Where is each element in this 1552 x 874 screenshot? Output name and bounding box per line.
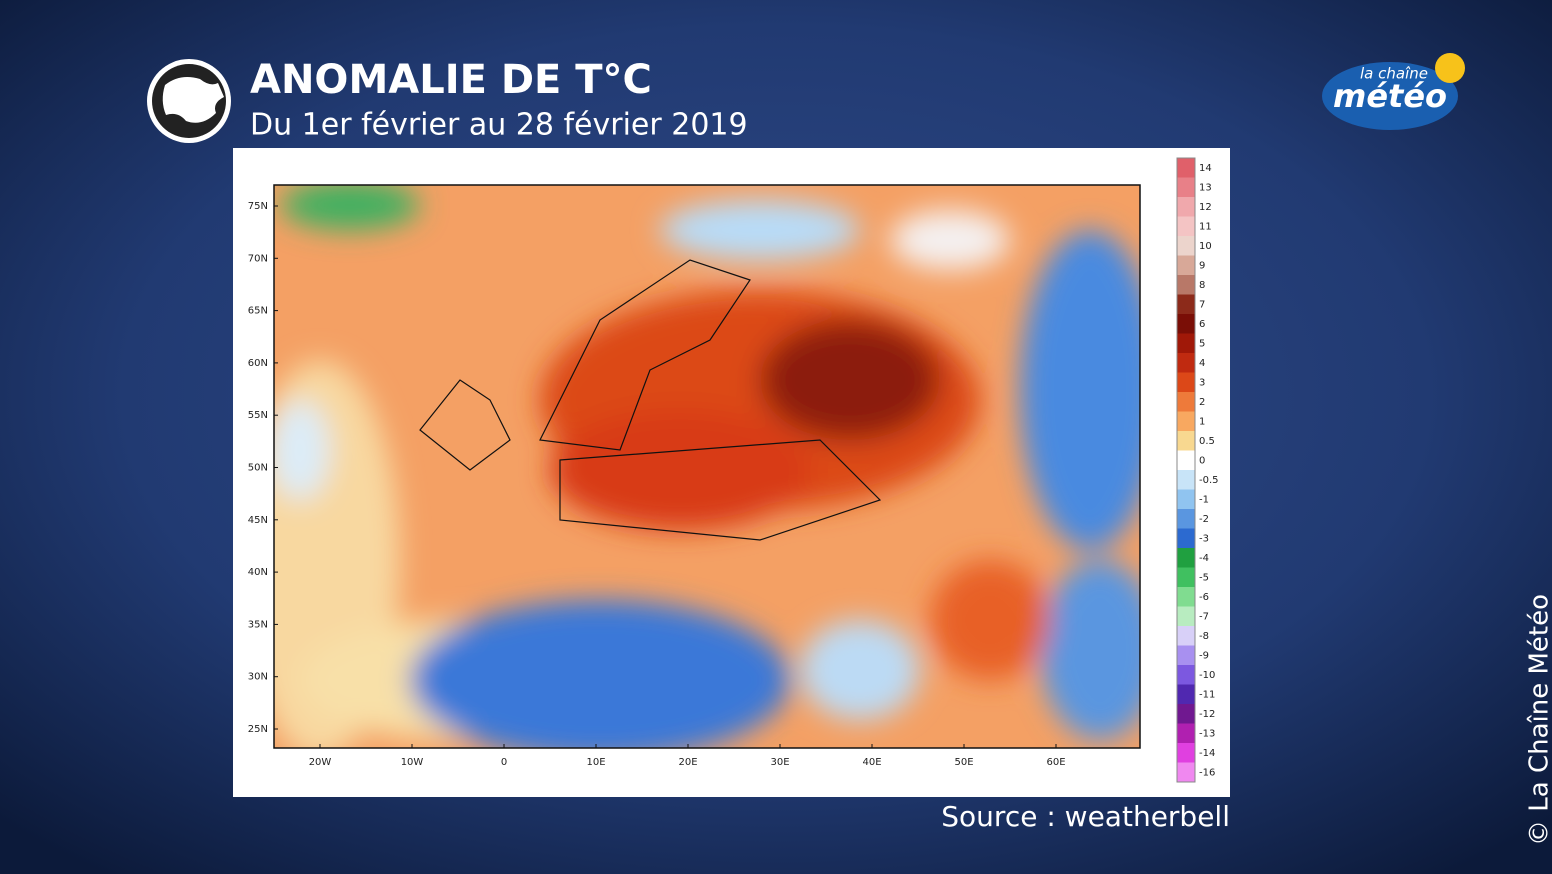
colorbar-segment <box>1177 509 1195 529</box>
colorbar-label: 1 <box>1199 416 1205 427</box>
colorbar-label: -8 <box>1199 631 1209 642</box>
colorbar-segment <box>1177 567 1195 588</box>
colorbar-label: 11 <box>1199 221 1212 232</box>
colorbar-segment <box>1177 158 1195 178</box>
colorbar-segment <box>1177 353 1195 373</box>
lat-label: 35N <box>248 619 268 630</box>
colorbar-label: -13 <box>1199 728 1215 739</box>
colorbar-label: -11 <box>1199 689 1215 700</box>
colorbar-label: 8 <box>1199 280 1205 291</box>
colorbar-label: 2 <box>1199 397 1205 408</box>
colorbar-segment <box>1177 587 1195 607</box>
lon-label: 20E <box>678 757 697 768</box>
colorbar-segment <box>1177 392 1195 412</box>
colorbar-segment <box>1177 275 1195 295</box>
colorbar-label: 0.5 <box>1199 436 1215 447</box>
globe-icon <box>147 59 231 143</box>
lat-label: 55N <box>248 410 268 421</box>
colorbar-label: -14 <box>1199 748 1215 759</box>
colorbar-label: -0.5 <box>1199 475 1219 486</box>
lon-label: 20W <box>309 757 332 768</box>
logo: la chaîne météo <box>1322 53 1465 130</box>
lat-label: 70N <box>248 253 268 264</box>
colorbar-label: -6 <box>1199 592 1209 603</box>
colorbar-segment <box>1177 236 1195 256</box>
lon-label: 60E <box>1046 757 1065 768</box>
lat-label: 65N <box>248 306 268 317</box>
colorbar-segment <box>1177 723 1195 744</box>
lon-label: 10W <box>401 757 424 768</box>
colorbar-label: 10 <box>1199 241 1212 252</box>
colorbar-segment <box>1177 314 1195 334</box>
colorbar-frame <box>1176 157 1196 783</box>
colorbar-label: 4 <box>1199 358 1205 369</box>
source: Source : weatherbell <box>941 800 1230 833</box>
colorbar-segment <box>1177 645 1195 666</box>
lat-label: 60N <box>248 358 268 369</box>
colorbar-label: -10 <box>1199 670 1215 681</box>
colorbar-label: -16 <box>1199 767 1215 778</box>
lon-label: 50E <box>954 757 973 768</box>
colorbar-segment <box>1177 372 1195 393</box>
logo-bottom: météo <box>1333 77 1447 115</box>
colorbar-label: 0 <box>1199 455 1205 466</box>
colorbar-label: 9 <box>1199 260 1205 271</box>
colorbar-segment <box>1177 197 1195 217</box>
map <box>274 185 1140 748</box>
colorbar-label: -7 <box>1199 611 1209 622</box>
lat-label: 75N <box>248 201 268 212</box>
lon-label: 0 <box>501 757 507 768</box>
colorbar-segment <box>1177 626 1195 646</box>
colorbar-segment <box>1177 470 1195 490</box>
colorbar-segment <box>1177 333 1195 354</box>
colorbar-label: -5 <box>1199 572 1209 583</box>
lat-label: 30N <box>248 672 268 683</box>
colorbar-segment <box>1177 431 1195 451</box>
colorbar-label: 14 <box>1199 163 1212 174</box>
colorbar-label: 5 <box>1199 338 1205 349</box>
title: ANOMALIE DE T°C <box>250 57 652 103</box>
colorbar-label: 3 <box>1199 377 1205 388</box>
colorbar-label: -12 <box>1199 709 1215 720</box>
colorbar-segment <box>1177 548 1195 568</box>
colorbar-label: 13 <box>1199 182 1212 193</box>
colorbar-label: 7 <box>1199 299 1205 310</box>
colorbar-label: 12 <box>1199 202 1212 213</box>
lat-label: 40N <box>248 567 268 578</box>
lat-label: 25N <box>248 724 268 735</box>
colorbar-segment <box>1177 450 1195 471</box>
lon-label: 10E <box>586 757 605 768</box>
subtitle: Du 1er février au 28 février 2019 <box>250 108 748 143</box>
copyright: © La Chaîne Météo <box>1525 594 1552 846</box>
colorbar-segment <box>1177 411 1195 432</box>
colorbar-label: -9 <box>1199 650 1209 661</box>
colorbar-segment <box>1177 255 1195 276</box>
colorbar-segment <box>1177 177 1195 198</box>
lat-label: 50N <box>248 463 268 474</box>
colorbar-segment <box>1177 528 1195 549</box>
colorbar-segment <box>1177 216 1195 237</box>
colorbar-segment <box>1177 762 1195 783</box>
colorbar-segment <box>1177 294 1195 315</box>
colorbar-label: -4 <box>1199 553 1209 564</box>
lon-label: 30E <box>770 757 789 768</box>
colorbar-segment <box>1177 665 1195 685</box>
colorbar-label: -3 <box>1199 533 1209 544</box>
colorbar-segment <box>1177 684 1195 705</box>
colorbar-segment <box>1177 606 1195 627</box>
colorbar-segment <box>1177 704 1195 724</box>
colorbar-segment <box>1177 489 1195 510</box>
colorbar-label: -2 <box>1199 514 1209 525</box>
colorbar-label: -1 <box>1199 494 1209 505</box>
map-frame <box>273 184 1141 749</box>
colorbar-label: 6 <box>1199 319 1205 330</box>
lon-label: 40E <box>862 757 881 768</box>
colorbar-segment <box>1177 743 1195 763</box>
logo-top: la chaîne <box>1360 65 1428 83</box>
lat-label: 45N <box>248 515 268 526</box>
